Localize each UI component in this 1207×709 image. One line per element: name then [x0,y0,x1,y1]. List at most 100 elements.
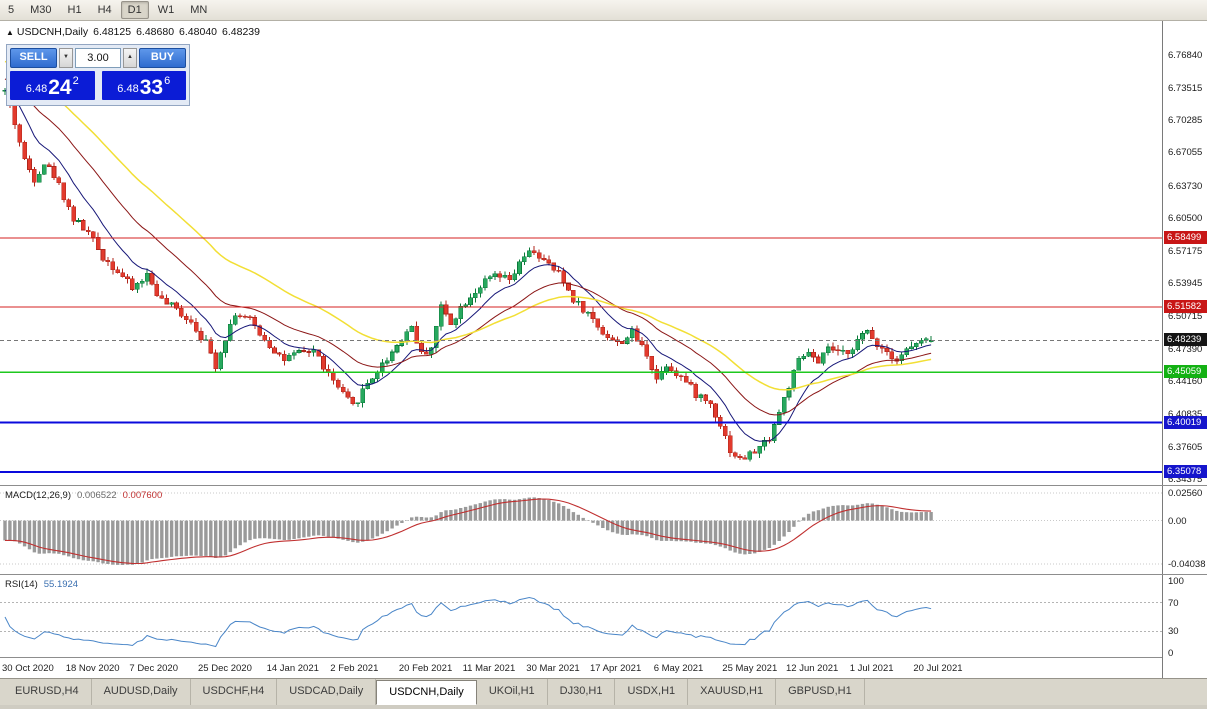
time-axis-label: 2 Feb 2021 [330,663,379,674]
buy-price-display[interactable]: 6.48 33 6 [101,71,186,100]
price-axis-badge: 6.40019 [1164,415,1207,429]
buy-button[interactable]: BUY [139,48,186,68]
macd-main-value: 0.006522 [77,490,117,501]
chart-tab-ukoil[interactable]: UKOil,H1 [477,679,548,705]
sell-price-pips: 24 [48,76,72,99]
chart-tab-eurusd[interactable]: EURUSD,H4 [3,679,92,705]
panel-separator[interactable] [0,574,1207,575]
macd-axis-tick: 0.02560 [1168,488,1203,500]
price-axis-badge: 6.58499 [1164,230,1207,244]
macd-axis-tick: -0.04038 [1168,559,1206,571]
time-axis-label: 6 May 2021 [653,663,704,674]
timeframe-toolbar: 5 M30 H1 H4 D1 W1 MN [0,0,1207,21]
volume-input[interactable] [75,48,121,68]
chart-tab-audusd[interactable]: AUDUSD,Daily [92,679,191,705]
timeframe-button-h1[interactable]: H1 [67,4,82,16]
buy-price-pipette: 6 [164,75,171,87]
price-plot[interactable] [0,21,1162,485]
candles [2,87,934,462]
time-axis-label: 12 Jun 2021 [786,663,839,674]
chart-area[interactable]: ▲ USDCNH,Daily 6.48125 6.48680 6.48040 6.4823… [0,21,1207,678]
price-axis-tick: 6.76840 [1168,49,1203,61]
macd-plot[interactable] [0,487,1162,574]
chart-caption: ▲ USDCNH,Daily 6.48125 6.48680 6.48040 6.4823… [6,26,265,38]
time-axis-label: 20 Jul 2021 [913,663,963,674]
ma-slow-line[interactable] [4,60,932,391]
chart-tab-usdchf[interactable]: USDCHF,H4 [191,679,278,705]
buy-price-prefix: 6.48 [117,83,139,95]
sell-price-pipette: 2 [72,75,79,87]
chart-tab-usdcnh[interactable]: USDCNH,Daily [376,680,477,705]
ohlc-open: 6.48125 [93,26,132,38]
sell-button[interactable]: SELL [10,48,57,68]
price-axis-badge: 6.35078 [1164,465,1207,479]
time-axis-label: 30 Oct 2020 [2,663,54,674]
timeframe-button-m30[interactable]: M30 [30,4,52,16]
rsi-value: 55.1924 [43,579,79,590]
chart-tabbar: EURUSD,H4 AUDUSD,Daily USDCHF,H4 USDCAD,Dai… [0,678,1207,705]
time-axis-label: 1 Jul 2021 [849,663,894,674]
chart-tab-usdcad[interactable]: USDCAD,Daily [277,679,377,705]
caption-symbol: USDCNH,Daily [16,26,89,38]
window-bottom-edge [0,705,1207,709]
price-axis-tick: 6.60500 [1168,212,1203,224]
macd-axis-tick: 0.00 [1168,515,1187,527]
rsi-name: RSI(14) [5,579,38,590]
time-axis-label: 14 Jan 2021 [266,663,319,674]
ohlc-close: 6.48239 [222,26,260,38]
price-axis-badge: 6.48239 [1164,333,1207,347]
price-axis-tick: 6.34375 [1168,474,1203,486]
ma-fast-line[interactable] [4,89,932,442]
timeframe-button-h4[interactable]: H4 [97,4,112,16]
price-axis-badge: 6.45059 [1164,365,1207,379]
timeframe-button-5[interactable]: 5 [8,4,15,16]
rsi-plot[interactable] [0,576,1162,656]
price-axis[interactable]: 6.76840 6.73515 6.70285 6.67055 6.63730 6.605… [1162,21,1207,678]
sell-price-display[interactable]: 6.48 24 2 [10,71,95,100]
sell-price-prefix: 6.48 [25,83,48,95]
price-axis-tick: 6.50715 [1168,310,1203,322]
price-axis-tick: 6.47390 [1168,343,1203,355]
price-axis-badge: 6.51582 [1164,300,1207,314]
macd-signal-value: 0.007600 [122,490,163,501]
chart-tab-usdx[interactable]: USDX,H1 [615,679,689,705]
rsi-indicator-label: RSI(14) 55.1924 [5,579,84,590]
ohlc-high: 6.48680 [136,26,175,38]
caption-triangle-icon: ▲ [6,28,14,37]
price-axis-tick: 6.70285 [1168,115,1203,127]
time-axis-label: 20 Feb 2021 [398,663,453,674]
volume-up-button[interactable]: ▲ [123,48,137,68]
time-axis-label: 18 Nov 2020 [65,663,120,674]
chart-tab-gbpusd[interactable]: GBPUSD,H1 [776,679,865,705]
timeframe-button-mn[interactable]: MN [190,4,208,16]
timeframe-button-w1[interactable]: W1 [157,4,175,16]
time-axis-label: 7 Dec 2020 [129,663,178,674]
rsi-line [4,596,932,648]
price-axis-tick: 6.57175 [1168,246,1203,258]
price-axis-tick: 6.40835 [1168,409,1202,420]
panel-separator[interactable] [0,485,1207,486]
volume-down-button[interactable]: ▼ [59,48,73,68]
ma-mid-line[interactable] [4,78,932,416]
chart-tab-dj30[interactable]: DJ30,H1 [548,679,616,705]
chart-tab-xauusd[interactable]: XAUUSD,H1 [688,679,777,705]
price-axis-tick: 6.53945 [1168,278,1203,290]
price-axis-tick: 6.37605 [1168,441,1203,453]
rsi-axis-tick: 30 [1168,626,1179,638]
one-click-trading-panel: SELL ▼ ▲ BUY 6.48 24 2 6.48 33 6 [6,44,190,106]
timeframe-button-d1[interactable]: D1 [120,1,149,19]
time-axis-label: 17 Apr 2021 [590,663,642,674]
time-axis[interactable]: 30 Oct 2020 18 Nov 2020 7 Dec 2020 25 Dec 2… [0,657,1162,678]
time-axis-label: 30 Mar 2021 [526,663,580,674]
rsi-axis-tick: 0 [1168,647,1174,659]
price-axis-tick: 6.63730 [1168,180,1203,192]
macd-signal-line [5,498,932,565]
macd-indicator-label: MACD(12,26,9) 0.006522 0.007600 [5,490,168,501]
buy-price-pips: 33 [139,76,164,99]
time-axis-label: 25 May 2021 [722,663,778,674]
ohlc-low: 6.48040 [179,26,218,38]
macd-name: MACD(12,26,9) [5,490,71,501]
price-axis-tick: 6.44160 [1168,376,1203,388]
time-axis-label: 25 Dec 2020 [198,663,252,674]
